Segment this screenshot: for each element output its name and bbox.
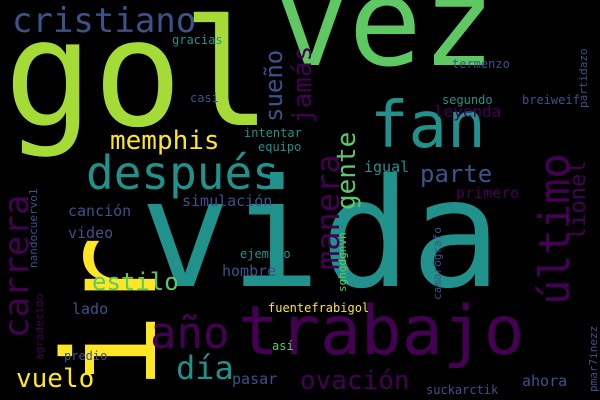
word-gente: gente (332, 131, 362, 210)
word-ejemplo: ejemplo (240, 247, 291, 261)
word-nandocuervo1: nandocuervo1 (27, 188, 40, 268)
word-fan: fan (370, 89, 486, 163)
word-ovacion: ovación (300, 366, 410, 396)
word-breiweif: breiweif (522, 93, 580, 107)
word-trabajo: trabajo (238, 292, 525, 371)
word-intentar: intentar (244, 126, 302, 140)
word-hombre: hombre (222, 262, 277, 280)
word-video: video (68, 224, 114, 242)
word-primero: primero (456, 184, 520, 202)
word-pasar: pasar (232, 370, 278, 388)
word-gracias: gracias (172, 33, 223, 47)
word-pmar7inezz: pmar7inezz (587, 325, 600, 392)
word-casi: casi (190, 91, 219, 105)
word-cancion: canción (68, 202, 132, 220)
word-predio: predio (64, 349, 108, 363)
word-lado: lado (72, 300, 109, 318)
word-vez: vez (275, 0, 496, 94)
word-vida: vida (140, 148, 502, 322)
word-sueno: sueño (260, 49, 288, 122)
word-lionel: lionel (566, 160, 591, 240)
word-despues: después (86, 146, 280, 200)
word-equipo: equipo (258, 140, 302, 154)
word-sghgdgnvn: sghgdgnvn (336, 232, 349, 292)
word-cristiano: cristiano (12, 1, 197, 41)
word-simulacion: simulación (182, 192, 273, 210)
word-leyenda: leyenda (434, 102, 502, 121)
word-fuentefrabigol: fuentefrabigol (268, 301, 370, 315)
word-ahora: ahora (522, 372, 568, 390)
word-vuelo: vuelo (16, 364, 95, 394)
word-segundo: segundo (442, 93, 493, 107)
word-asi: así (272, 339, 294, 353)
word-parte: parte (420, 160, 493, 188)
word-suckarctik: suckarctik (426, 383, 499, 397)
word-dia: día (176, 349, 234, 387)
word-memphis: memphis (110, 126, 220, 156)
word-agradecido: agradecido (33, 293, 46, 360)
word-camarografo: camarógrafo (431, 227, 444, 300)
word-jamas: jamás (288, 45, 318, 124)
word-gol: gol (4, 0, 272, 160)
word-ano: año (150, 308, 230, 359)
word-igual: igual (364, 158, 410, 176)
word-estilo: estilo (92, 268, 179, 296)
word-termenzo: termenzo (452, 57, 510, 71)
